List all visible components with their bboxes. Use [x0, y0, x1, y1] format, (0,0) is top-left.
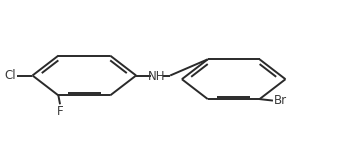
Text: NH: NH — [148, 70, 165, 83]
Text: Br: Br — [274, 94, 287, 107]
Text: F: F — [57, 105, 63, 118]
Text: Cl: Cl — [5, 69, 17, 82]
